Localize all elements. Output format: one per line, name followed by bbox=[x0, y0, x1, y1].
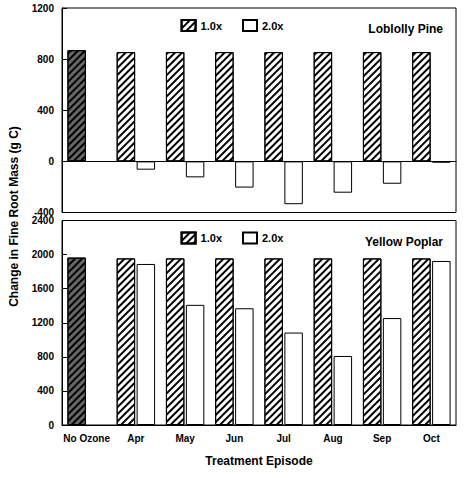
svg-text:2.0x: 2.0x bbox=[262, 20, 284, 32]
svg-text:0: 0 bbox=[48, 420, 54, 431]
svg-text:Yellow Poplar: Yellow Poplar bbox=[365, 235, 443, 249]
svg-text:2000: 2000 bbox=[32, 249, 55, 260]
svg-text:2400: 2400 bbox=[32, 215, 55, 226]
svg-text:1600: 1600 bbox=[32, 283, 55, 294]
svg-text:800: 800 bbox=[37, 54, 54, 65]
svg-text:Jul: Jul bbox=[276, 433, 291, 444]
svg-text:1200: 1200 bbox=[32, 3, 55, 14]
svg-text:800: 800 bbox=[37, 351, 54, 362]
svg-text:Aug: Aug bbox=[323, 433, 342, 444]
svg-text:0: 0 bbox=[48, 156, 54, 167]
svg-text:Sep: Sep bbox=[373, 433, 391, 444]
svg-text:Treatment Episode: Treatment Episode bbox=[205, 454, 313, 468]
svg-text:400: 400 bbox=[37, 385, 54, 396]
svg-text:2.0x: 2.0x bbox=[262, 232, 284, 244]
svg-text:1.0x: 1.0x bbox=[201, 232, 223, 244]
svg-text:1.0x: 1.0x bbox=[201, 20, 223, 32]
svg-text:-400: -400 bbox=[34, 207, 54, 218]
svg-text:Jun: Jun bbox=[225, 433, 243, 444]
svg-text:May: May bbox=[175, 433, 195, 444]
svg-text:Loblolly Pine: Loblolly Pine bbox=[368, 22, 443, 36]
svg-text:1200: 1200 bbox=[32, 317, 55, 328]
svg-text:400: 400 bbox=[37, 105, 54, 116]
svg-text:Change in Fine Root Mass (g C): Change in Fine Root Mass (g C) bbox=[7, 126, 21, 307]
svg-text:Oct: Oct bbox=[423, 433, 440, 444]
svg-text:Apr: Apr bbox=[127, 433, 144, 444]
svg-text:No Ozone: No Ozone bbox=[63, 433, 110, 444]
